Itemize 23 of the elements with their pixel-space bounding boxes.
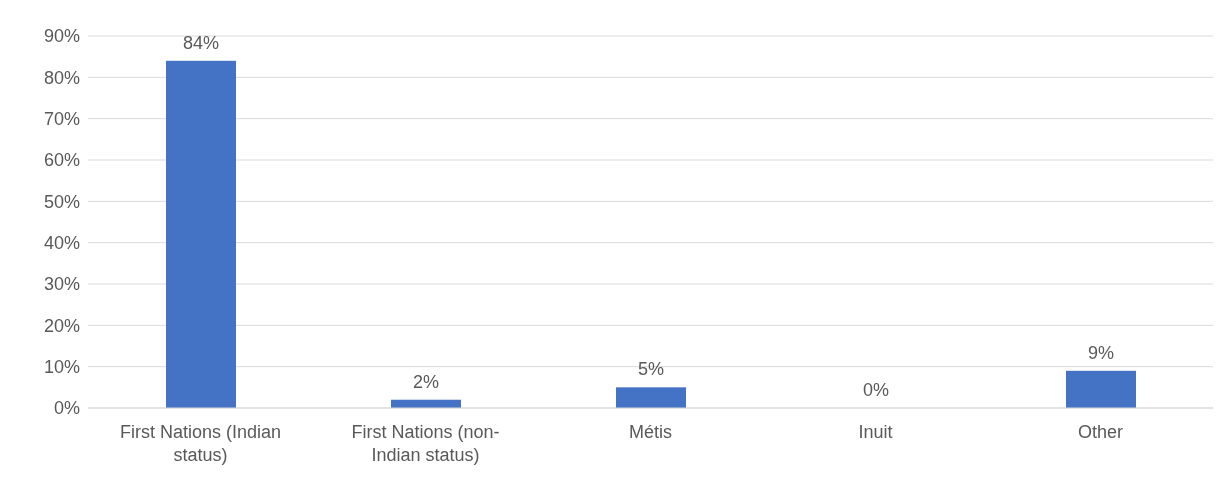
data-label: 2% <box>412 371 440 392</box>
data-label: 5% <box>637 359 665 380</box>
bar <box>616 387 686 408</box>
y-tick-label: 90% <box>43 26 80 47</box>
data-label: 0% <box>862 380 890 400</box>
bar <box>1066 370 1136 408</box>
x-tick-label: First Nations (Indian status) <box>119 422 282 465</box>
x-tick-label: Other <box>1077 422 1124 443</box>
y-tick-label: 70% <box>43 109 80 130</box>
y-tick-label: 20% <box>43 315 80 336</box>
y-tick-label: 40% <box>43 233 80 254</box>
y-tick-label: 0% <box>53 398 80 419</box>
y-tick-label: 80% <box>43 67 80 88</box>
y-tick-label: 60% <box>43 150 80 171</box>
x-tick-label: First Nations (non-Indian status) <box>351 422 500 465</box>
bar <box>166 60 236 408</box>
data-label: 84% <box>182 32 220 53</box>
x-tick-label: Métis <box>628 422 673 443</box>
y-tick-label: 30% <box>43 274 80 295</box>
y-tick-label: 50% <box>43 191 80 212</box>
data-label: 9% <box>1087 342 1115 363</box>
x-tick-label: Inuit <box>858 422 893 443</box>
y-tick-label: 10% <box>43 357 80 378</box>
